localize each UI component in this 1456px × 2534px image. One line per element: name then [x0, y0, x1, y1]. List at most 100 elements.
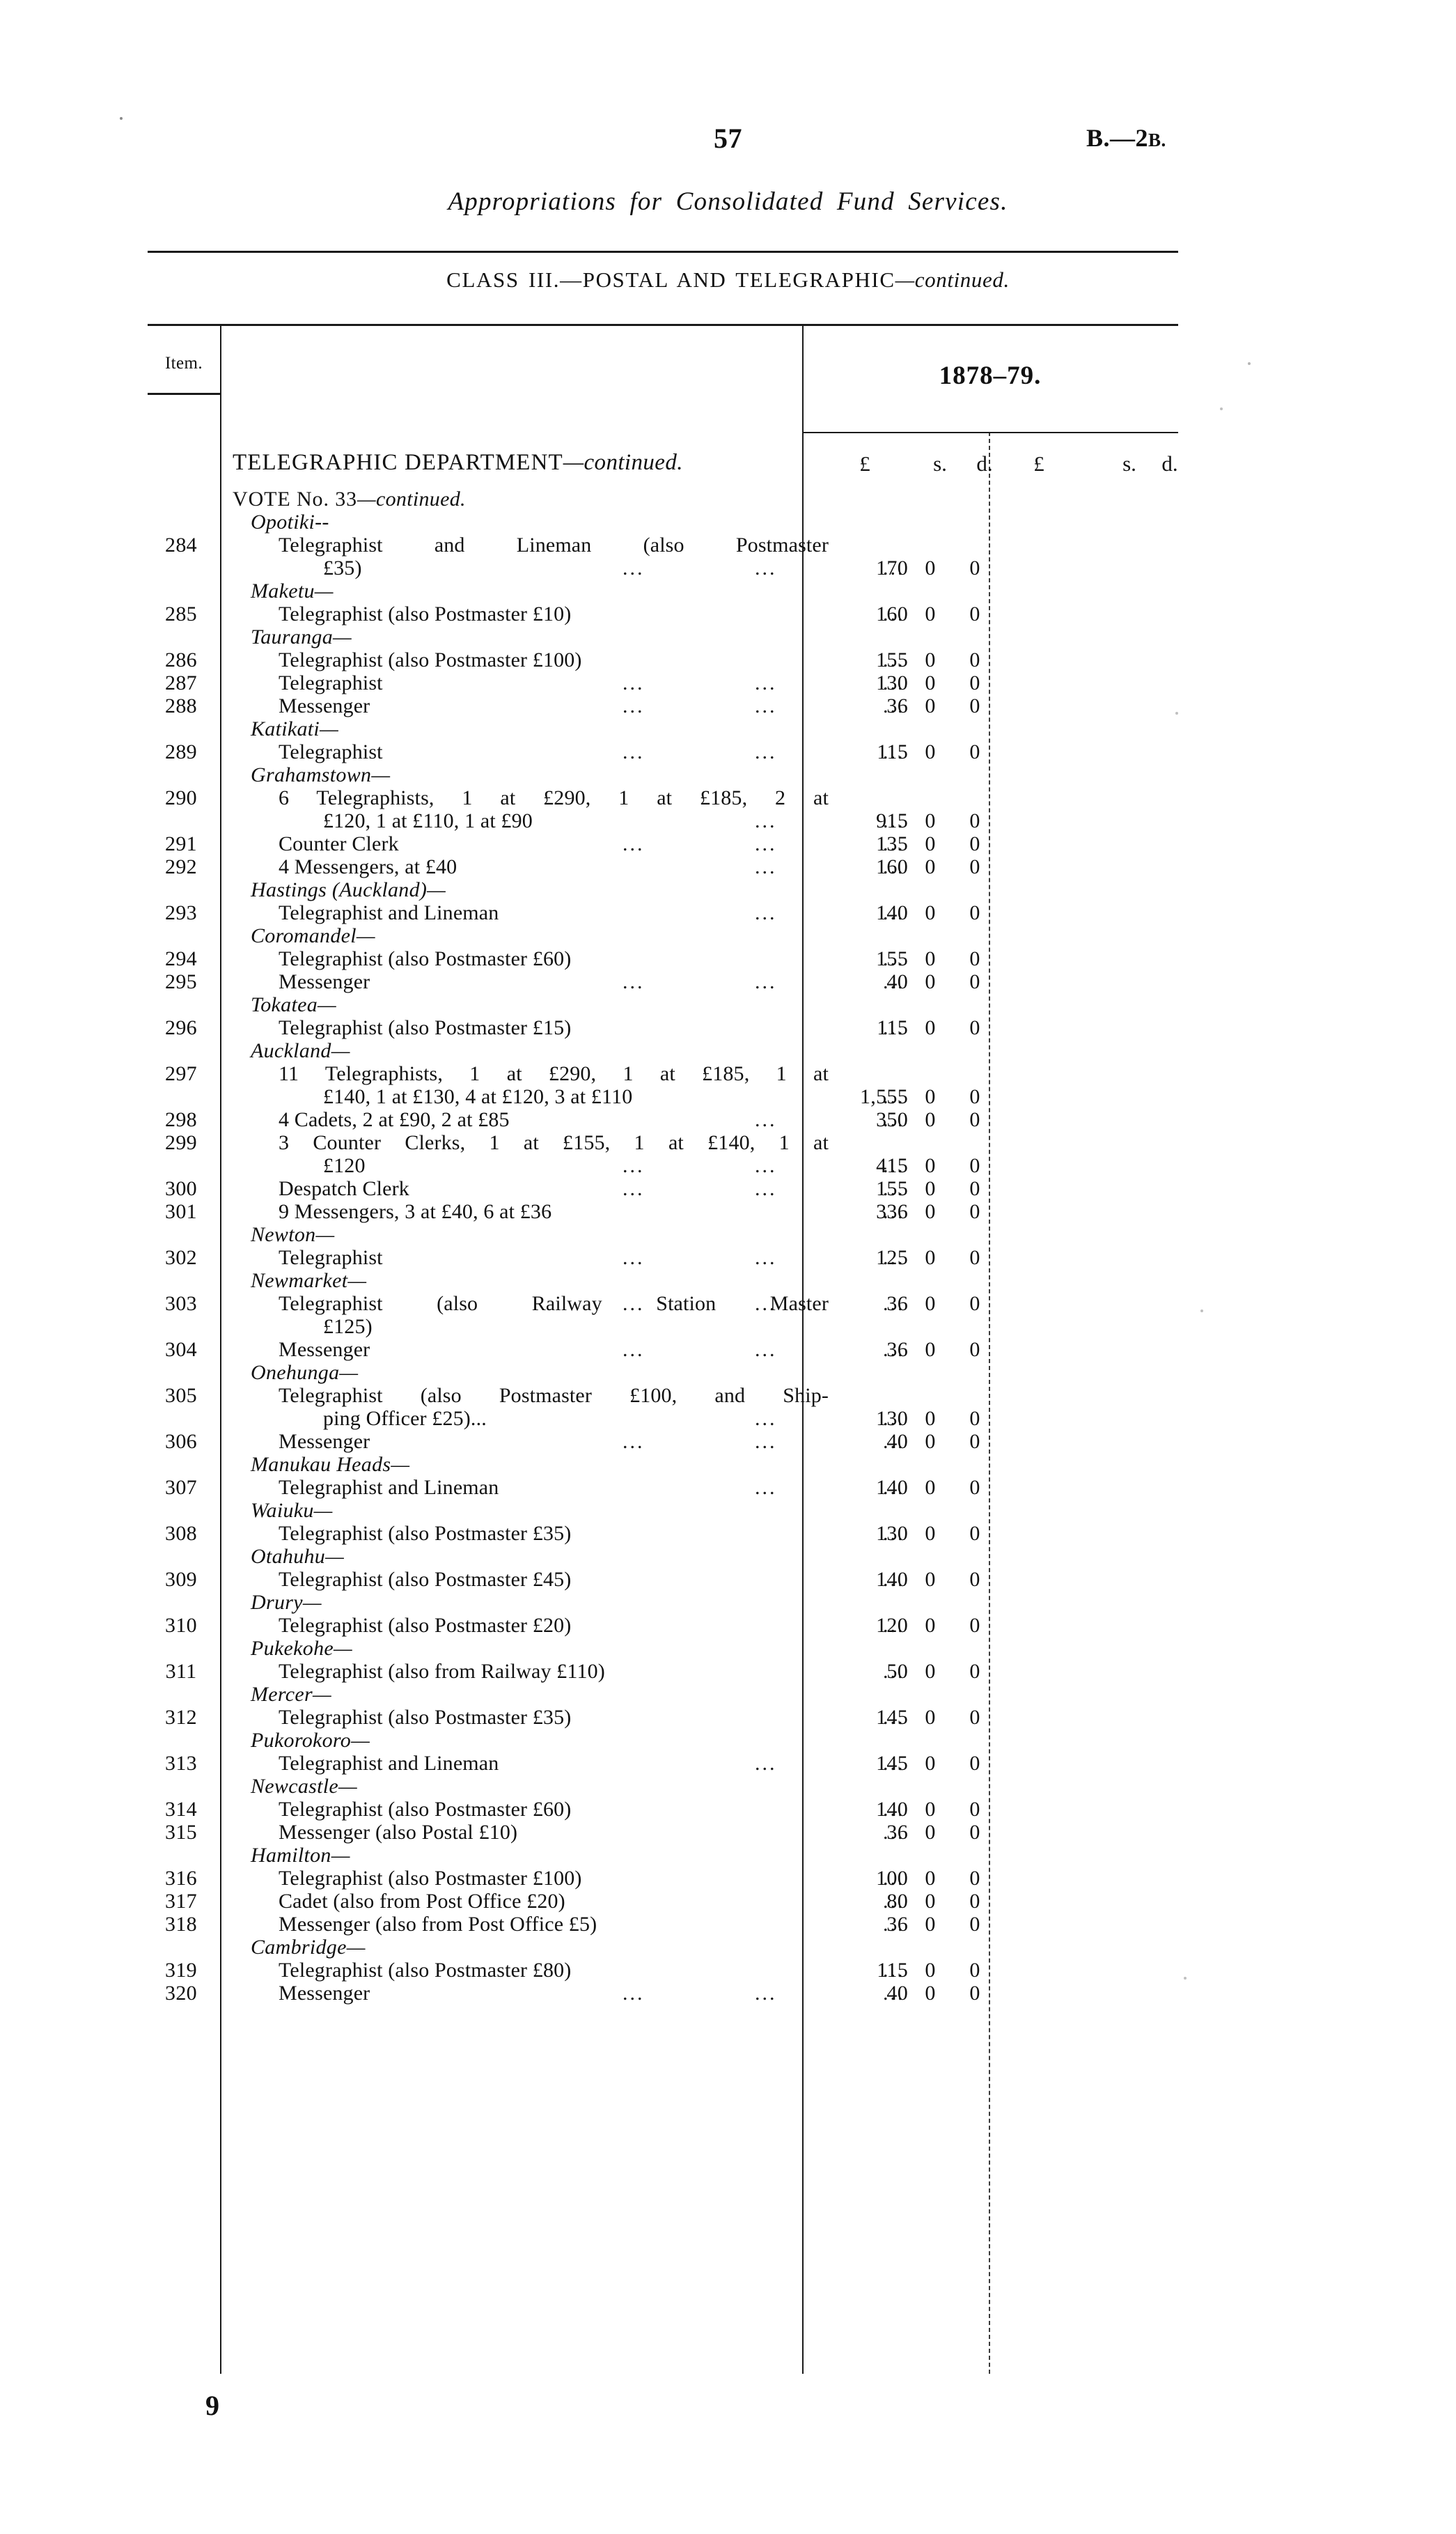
amount-shillings: 0 [925, 1913, 936, 1936]
appropriation-description: Telegraphist (also Postmaster £45) [279, 1568, 572, 1591]
place-heading-row: Onehunga— [148, 1361, 1178, 1384]
amount-pounds: 125 [876, 1246, 908, 1269]
leader-dots: ... [755, 557, 777, 580]
leader-dots: ... [755, 1338, 777, 1361]
item-number: 300 [165, 1177, 197, 1200]
vote-heading-main: VOTE No. 33 [233, 488, 358, 511]
amount-pence: 0 [969, 901, 980, 924]
amount-shillings: 0 [925, 1568, 936, 1591]
amount-shillings: 0 [925, 1016, 936, 1039]
amount-pounds: 100 [876, 1867, 908, 1890]
vote-heading-row: VOTE No. 33—continued. [148, 488, 1178, 511]
amount-pence: 0 [969, 671, 980, 694]
leader-dots: ... [623, 557, 645, 580]
leader-dots: ... [623, 1430, 645, 1453]
appropriation-description: Telegraphist (also Postmaster £100, and … [279, 1384, 829, 1407]
amount-shillings: 0 [925, 1614, 936, 1637]
amount-shillings: 0 [925, 1959, 936, 1982]
amount-pounds: 130 [876, 1522, 908, 1545]
appropriation-row: 299 3 Counter Clerks, 1 at £155, 1 at £14… [148, 1131, 1178, 1177]
appropriation-row: 304 Messenger......... 36 0 0 [148, 1338, 1178, 1361]
amount-shillings: 0 [925, 1338, 936, 1361]
leader-dots: ... [883, 648, 905, 671]
place-heading-row: Waiuku— [148, 1499, 1178, 1522]
amount-pounds: 336 [876, 1200, 908, 1223]
column-header-pounds-total: £ [1033, 451, 1044, 476]
place-heading-row: Auckland— [148, 1039, 1178, 1062]
appropriation-row: 289 Telegraphist......... 115 0 0 [148, 740, 1178, 763]
place-heading-row: Newton— [148, 1223, 1178, 1246]
place-heading-row: Grahamstown— [148, 763, 1178, 786]
amount-pence: 0 [969, 1177, 980, 1200]
leader-dots: ... [755, 671, 777, 694]
appropriation-description: Messenger [279, 1338, 370, 1361]
appropriation-description: Telegraphist (also Postmaster £100) [279, 648, 582, 671]
appropriation-row: 317 Cadet (also from Post Office £20)... 8… [148, 1890, 1178, 1913]
amount-pence: 0 [969, 947, 980, 970]
amount-pence: 0 [969, 740, 980, 763]
appropriation-row: 296 Telegraphist (also Postmaster £15)...… [148, 1016, 1178, 1039]
leader-dots: ... [755, 901, 777, 924]
appropriation-description: Telegraphist and Lineman [279, 1476, 499, 1499]
leader-dots: ... [755, 1982, 777, 2005]
place-heading-row: Otahuhu— [148, 1545, 1178, 1568]
appropriation-description: Telegraphist (also Postmaster £10) [279, 603, 572, 625]
class-heading-continued: —continued. [895, 267, 1010, 292]
amount-pounds: 350 [876, 1108, 908, 1131]
item-number: 315 [165, 1821, 197, 1844]
leader-dots: ... [755, 970, 777, 993]
amount-shillings: 0 [925, 1522, 936, 1545]
amount-pence: 0 [969, 1867, 980, 1890]
item-number: 294 [165, 947, 197, 970]
appropriation-description: Telegraphist (also Postmaster £35) [279, 1522, 572, 1545]
scan-speck [1248, 362, 1251, 365]
amount-pounds: 155 [876, 947, 908, 970]
appropriation-row: 297 11 Telegraphists, 1 at £290, 1 at £18… [148, 1062, 1178, 1108]
appropriation-row: 291 Counter Clerk......... 135 0 0 [148, 832, 1178, 855]
item-number: 311 [165, 1660, 197, 1683]
department-heading: TELEGRAPHIC DEPARTMENT—continued. [233, 450, 683, 476]
appropriation-description-continued: £120, 1 at £110, 1 at £90 [323, 809, 533, 832]
running-head: 57 B.—2B. [0, 122, 1456, 164]
amount-shillings: 0 [925, 1867, 936, 1890]
amount-pounds: 115 [877, 740, 908, 763]
appropriation-row: 284 Telegraphist and Lineman (also Postma… [148, 534, 1178, 580]
paper-number-suffix: B. [1148, 130, 1166, 150]
page-folio-number: 57 [714, 123, 742, 154]
leader-dots: ... [755, 694, 777, 717]
appropriation-description: Messenger [279, 1430, 370, 1453]
leader-dots: ... [755, 1430, 777, 1453]
place-name: Newcastle— [251, 1775, 357, 1798]
amount-pence: 0 [969, 1821, 980, 1844]
table-body: VOTE No. 33—continued. Opotiki-- 284 Teleg… [148, 488, 1178, 2005]
amount-shillings: 0 [925, 970, 936, 993]
amount-shillings: 0 [925, 1706, 936, 1729]
place-name: Hamilton— [251, 1844, 350, 1867]
amount-shillings: 0 [925, 809, 936, 832]
item-number: 290 [165, 786, 197, 809]
leader-dots: ... [883, 1867, 905, 1890]
appropriation-row: 319 Telegraphist (also Postmaster £80)...… [148, 1959, 1178, 1982]
amount-pence: 0 [969, 1200, 980, 1223]
amount-pence: 0 [969, 1568, 980, 1591]
leader-dots: ... [755, 1407, 777, 1430]
appropriation-description-continued: £120 [323, 1154, 366, 1177]
appropriation-row: 305 Telegraphist (also Postmaster £100, a… [148, 1384, 1178, 1430]
leader-dots: ... [883, 1982, 905, 2005]
item-number: 285 [165, 603, 197, 625]
place-heading-row: Drury— [148, 1591, 1178, 1614]
appropriation-row: 312 Telegraphist (also Postmaster £35)...… [148, 1706, 1178, 1729]
appropriation-row: 313 Telegraphist and Lineman...... 145 0 0 [148, 1752, 1178, 1775]
leader-dots: ... [883, 557, 905, 580]
place-name: Pukekohe— [251, 1637, 352, 1660]
department-heading-continued: —continued. [563, 450, 683, 475]
appropriation-row: 320 Messenger......... 40 0 0 [148, 1982, 1178, 2005]
amount-shillings: 0 [925, 832, 936, 855]
amount-pounds: 130 [876, 1407, 908, 1430]
leader-dots: ... [883, 832, 905, 855]
amount-shillings: 0 [925, 1154, 936, 1177]
leader-dots: ... [623, 970, 645, 993]
appropriations-table: Item. 1878–79. TELEGRAPHIC DEPARTMENT—co… [148, 326, 1178, 2374]
place-heading-row: Opotiki-- [148, 511, 1178, 534]
appropriation-description: Telegraphist [279, 740, 383, 763]
